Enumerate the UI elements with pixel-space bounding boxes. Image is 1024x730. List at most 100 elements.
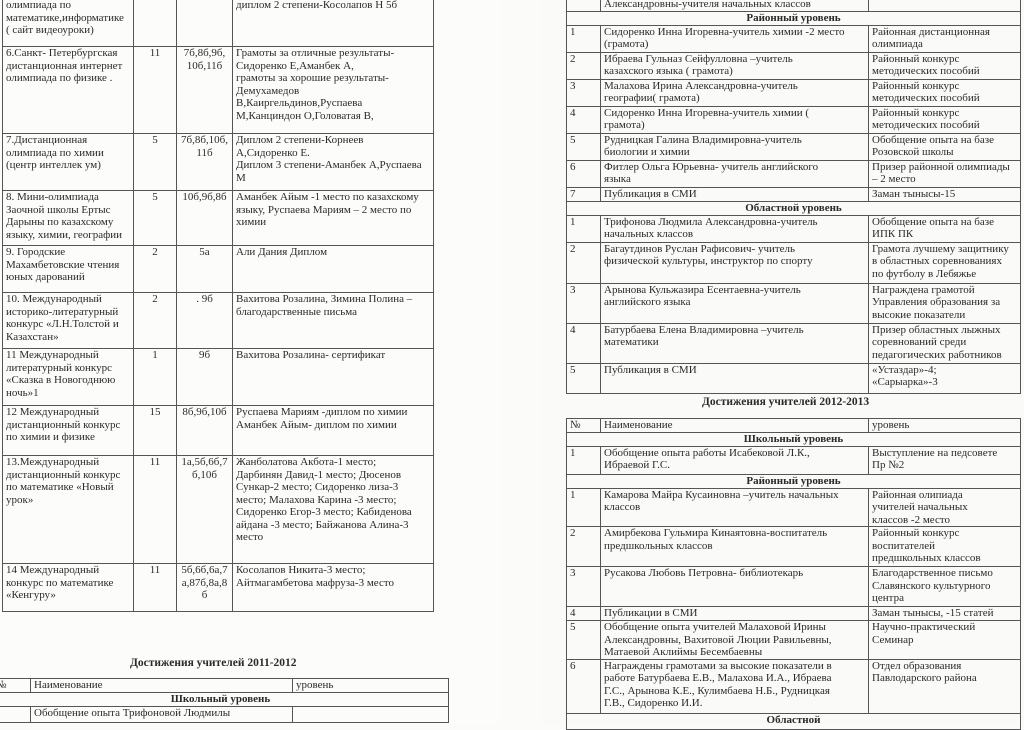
name-cell: Малахова Ирина Александровна-учитель гео… — [600, 78, 869, 107]
classes-cell: 10б,9б,8б — [176, 190, 233, 246]
table-row: 4 Публикации в СМИ Заман тынысы, -15 стате… — [566, 606, 1021, 621]
classes-cell: 8б,9б,10б — [176, 405, 233, 456]
participant-count-cell: 2 — [133, 292, 177, 349]
event-name-cell: 14 Международный конкурс по математике «… — [2, 563, 134, 612]
participant-count-cell — [133, 0, 177, 47]
name-cell: Наименование — [30, 678, 293, 693]
name-cell: Ибраева Гульназ Сейфулловна –учитель каз… — [600, 51, 869, 80]
level-cell: «Устаздар»-4; «Сарыарка»-3 — [868, 362, 1021, 394]
section-title-cell: Школьный уровень — [566, 432, 1021, 447]
level-cell: Выступление на педсовете Пр №2 — [868, 445, 1021, 475]
level-cell: Районный конкурс методических пособий — [868, 78, 1021, 107]
number-cell — [0, 706, 31, 723]
heading-teachers-2012-2013: Достижения учителей 2012-2013 — [702, 396, 870, 408]
left-page: олимпиада по математике,информатике ( са… — [0, 0, 500, 725]
result-cell: Вахитова Розалина- сертификат — [232, 348, 434, 406]
participant-count-cell: 15 — [133, 405, 177, 456]
level-cell: уровень — [292, 678, 449, 693]
number-cell: 7 — [566, 186, 601, 202]
table-row: 3 Малахова Ирина Александровна-учитель ге… — [566, 78, 1021, 107]
event-name-cell: 6.Санкт- Петербургская дистанционная инт… — [2, 46, 134, 134]
table-row: 6.Санкт- Петербургская дистанционная инт… — [2, 46, 434, 134]
name-cell: Русакова Любовь Петровна- библиотекарь — [600, 566, 869, 607]
number-cell: 2 — [566, 241, 601, 284]
table-row: 11 Международный литературный конкурс «С… — [2, 348, 434, 406]
name-cell: Публикации в СМИ — [600, 606, 869, 621]
name-cell: Арынова Кульжазира Есентаевна-учитель ан… — [600, 282, 869, 324]
section-row: Районный уровень — [566, 10, 1021, 26]
table-row: 5 Рудницкая Галина Владимировна-учитель б… — [566, 132, 1021, 161]
classes-cell: 7б,8б,10б, 11б — [176, 133, 233, 191]
table-row: 6 Фитлер Ольга Юрьевна- учитель английско… — [566, 159, 1021, 188]
number-cell: № — [0, 678, 31, 693]
result-cell: Вахитова Розалина, Зимина Полина – благо… — [232, 292, 434, 349]
result-cell: Косолапов Никита-3 место; Айтмагамбетова… — [232, 563, 434, 612]
table-row: 7.Дистанционная олимпиада по химии (цент… — [2, 133, 434, 191]
classes-cell: 5а — [176, 245, 233, 293]
table-row: 7 Публикация в СМИ Заман тынысы-15 — [566, 186, 1021, 202]
number-cell: 4 — [566, 322, 601, 364]
level-cell: Районный конкурс методических пособий — [868, 51, 1021, 80]
level-cell: Научно-практический Семинар — [868, 620, 1021, 660]
result-cell: Аманбек Айым -1 место по казахскому язык… — [232, 190, 434, 246]
name-cell: Камарова Майра Кусаиновна –учитель начал… — [600, 487, 869, 527]
name-cell: Сидоренко Инна Игоревна-учитель химии ( … — [600, 105, 869, 134]
table-row: 8. Мини-олимпиада Заочной школы Ертыс Да… — [2, 190, 434, 246]
number-cell: 6 — [566, 159, 601, 188]
section-row: Районный уровень — [566, 473, 1021, 489]
level-cell: Благодарственное письмо Славянского куль… — [868, 566, 1021, 607]
event-name-cell: 10. Международный историко-литературный … — [2, 292, 134, 349]
classes-cell: 7б,8б,9б, 10б,11б — [176, 46, 233, 134]
heading-teachers-2011-2012: Достижения учителей 2011-2012 — [130, 657, 297, 669]
table-row: 12 Международный дистанционный конкурс п… — [2, 405, 434, 456]
level-cell: Заман тынысы-15 — [868, 186, 1021, 202]
name-cell: Публикация в СМИ — [600, 186, 869, 202]
table-row: 1 Трифонова Людмила Александровна-учитель… — [566, 214, 1021, 243]
event-name-cell: 8. Мини-олимпиада Заочной школы Ертыс Да… — [2, 190, 134, 246]
event-name-cell: 13.Международный дистанционный конкурс п… — [2, 455, 134, 564]
table-row: 13.Международный дистанционный конкурс п… — [2, 455, 434, 564]
participant-count-cell: 11 — [133, 46, 177, 134]
event-name-cell: 11 Международный литературный конкурс «С… — [2, 348, 134, 406]
level-cell: Призер областных лыжных соревнований сре… — [868, 322, 1021, 364]
table-row: Обобщение опыта Трифоновой Людмилы — [0, 706, 449, 723]
result-cell: диплом 2 степени-Косолапов Н 5б — [232, 0, 434, 47]
table-row: 5 Публикация в СМИ «Устаздар»-4; «Сарыарка… — [566, 362, 1021, 394]
participant-count-cell: 5 — [133, 133, 177, 191]
section-row: Школьный уровень — [0, 692, 449, 707]
classes-cell — [176, 0, 233, 47]
level-cell: Районный конкурс методических пособий — [868, 105, 1021, 134]
section-title-cell: Областной — [566, 712, 1021, 730]
number-cell — [566, 0, 601, 12]
level-cell: уровень — [868, 418, 1021, 433]
classes-cell: 9б — [176, 348, 233, 406]
table-row: 2 Амирбекова Гульмира Кинаятовна-воспитат… — [566, 526, 1021, 567]
name-cell: Александровны-учителя начальных классов — [600, 0, 869, 12]
table-row: 3 Арынова Кульжазира Есентаевна-учитель а… — [566, 282, 1021, 324]
participant-count-cell: 11 — [133, 455, 177, 564]
table-row: 1 Обобщение опыта работы Исабековой Л.К.,… — [566, 445, 1021, 475]
table-row: 10. Международный историко-литературный … — [2, 292, 434, 349]
level-cell: Районная дистанционная олимпиада — [868, 24, 1021, 53]
level-cell: Заман тынысы, -15 статей — [868, 606, 1021, 621]
number-cell: 5 — [566, 362, 601, 394]
participant-count-cell: 1 — [133, 348, 177, 406]
event-name-cell: 9. Городские Махамбетовские чтения юных … — [2, 245, 134, 293]
table-row: 6 Награждены грамотами за высокие показат… — [566, 658, 1021, 714]
name-cell: Обобщение опыта Трифоновой Людмилы — [30, 706, 293, 723]
number-cell: 4 — [566, 606, 601, 621]
teachers-2012-table: № Наименование уровень Школьный уровень 1 Обо… — [566, 418, 1021, 730]
number-cell: 5 — [566, 620, 601, 660]
number-cell: 4 — [566, 105, 601, 134]
name-cell: Наименование — [600, 418, 869, 433]
number-cell: 3 — [566, 78, 601, 107]
level-cell: Районная олипиада учителей начальных кла… — [868, 487, 1021, 527]
level-cell: Отдел образования Павлодарского района — [868, 658, 1021, 714]
section-title-cell: Школьный уровень — [0, 692, 449, 707]
number-cell: № — [566, 418, 601, 433]
name-cell: Багаутдинов Руслан Рафисович- учитель фи… — [600, 241, 869, 284]
result-cell: Грамоты за отличные результаты- Сидоренк… — [232, 46, 434, 134]
